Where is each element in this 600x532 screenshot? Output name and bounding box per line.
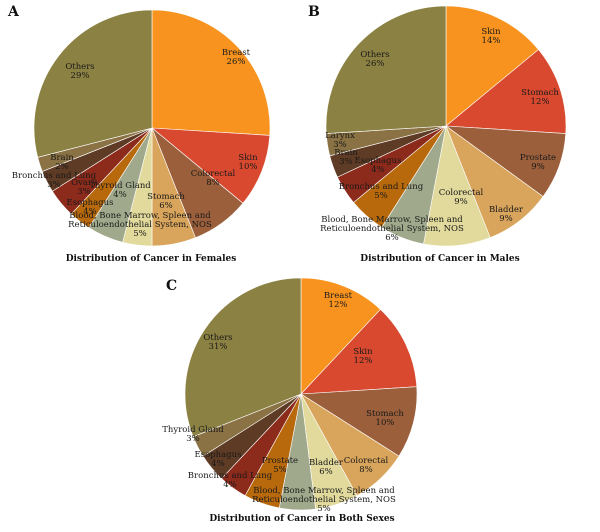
pie-slice-others [325, 5, 447, 134]
panel-a: A Breast 26% Skin 10%Colorectal 8% Stomach 6%T… [7, 4, 271, 264]
slice-label-esophagus: Esophagus 4% [195, 450, 242, 469]
chart-title-males: Distribution of Cancer in Males [360, 254, 519, 264]
slice-label-blood-bone-marrow-spleen-and-reticuloendothelial-system-nos: Blood, Bone Marrow, Spleen and Reticuloen… [68, 211, 212, 239]
chart-title-both-sexes: Distribution of Cancer in Both Sexes [209, 514, 394, 524]
panel-letter-c: C [166, 278, 177, 294]
slice-label-colorectal: Colorectal 9% [439, 188, 484, 207]
pie-slice-others [33, 9, 153, 158]
slice-label-bladder: Bladder 6% [309, 458, 344, 477]
slice-label-prostate: Prostate 9% [520, 153, 556, 172]
panel-letter-b: B [308, 4, 320, 20]
slice-label-stomach: Stomach 12% [521, 88, 559, 107]
pie-slice-breast [300, 277, 381, 395]
pie-slice-skin [445, 5, 539, 127]
slice-label-blood-bone-marrow-spleen-and-reticuloendothelial-system-nos: Blood, Bone Marrow, Spleen and Reticuloen… [320, 215, 464, 243]
slice-label-skin: Skin 14% [481, 27, 501, 46]
panel-b: B Skin 14% Stomach 12% Prostate 9% Bladder 9% Co… [308, 4, 567, 264]
pie-chart-females: Breast 26% Skin 10%Colorectal 8% Stomach 6%Thy… [12, 9, 271, 247]
slice-label-bronchus-and-lung: Bronchus and Lung 3% [12, 171, 97, 190]
slice-label-blood-bone-marrow-spleen-and-reticuloendothelial-system-nos: Blood, Bone Marrow, Spleen and Reticuloen… [252, 486, 396, 514]
pie-slice-skin [300, 309, 418, 395]
slice-label-prostate: Prostate 5% [262, 456, 298, 475]
pie-slice-stomach [300, 386, 418, 457]
slice-label-skin: Skin 10% [238, 153, 258, 172]
slice-label-others: Others 29% [65, 62, 94, 81]
chart-title-females: Distribution of Cancer in Females [66, 254, 237, 264]
pie-chart-both-sexes: Breast 12%Skin 12%Stomach 10%Colorectal 8%Bl… [162, 277, 418, 514]
pie-slice-stomach [445, 49, 567, 134]
slice-label-brain: Brain 2% [50, 153, 74, 172]
slice-label-thyroid-gland: Thyroid Gland 3% [162, 425, 224, 444]
slice-label-bronchus-and-lung: Bronchus and Lung 5% [339, 182, 424, 201]
panel-letter-a: A [7, 4, 20, 20]
slice-label-esophagus: Esophagus 4% [355, 156, 402, 175]
slice-label-skin: Skin 12% [353, 347, 373, 366]
slice-label-others: Others 31% [203, 333, 232, 352]
slice-label-breast: Breast 12% [324, 291, 353, 310]
slice-label-bronchus-and-lung: Bronchus and Lung 4% [188, 471, 273, 490]
slice-label-stomach: Stomach 10% [366, 409, 404, 428]
pie-slice-others [184, 277, 302, 438]
pie-slice-skin [151, 127, 271, 204]
panel-c: C Breast 12% Skin 12% Stomach 10% Colorectal 8%… [162, 277, 418, 524]
slice-label-breast: Breast 26% [222, 48, 251, 67]
slice-label-stomach: Stomach 6% [147, 192, 185, 211]
slice-label-bladder: Bladder 9% [489, 205, 524, 224]
pie-chart-males: Skin 14% Stomach 12% Prostate 9% Bladder 9% Colo… [320, 5, 567, 247]
slice-label-brain: Brain 3% [334, 148, 358, 167]
slice-label-thyroid-gland: Thyroid Gland 4% [89, 181, 151, 200]
slice-label-others: Others 26% [360, 50, 389, 69]
slice-label-larynx: Larynx 3% [325, 131, 355, 150]
slice-label-esophagus: Esophagus 4% [67, 198, 114, 217]
slice-label-ovary: Ovary 3% [71, 178, 97, 197]
slice-label-colorectal: Colorectal 8% [344, 456, 389, 475]
pie-slice-breast [151, 9, 271, 136]
slice-label-colorectal: Colorectal 8% [191, 169, 236, 188]
